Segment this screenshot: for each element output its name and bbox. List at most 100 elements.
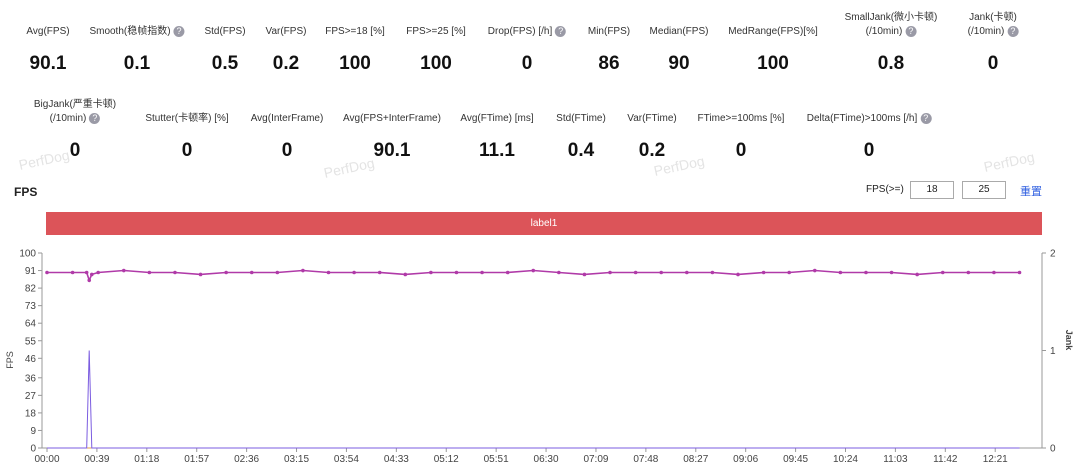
fps-point [966,270,971,275]
y-tick-label: 0 [30,444,36,455]
stat: Delta(FTime)>100ms [/h]? 0 [807,112,932,161]
fps-point [1017,270,1022,275]
stat-value: 0 [69,140,81,161]
fps-point [429,270,433,275]
stat-value: 100 [420,53,452,74]
stat-label: (/10min)? [34,112,116,126]
fps-point [198,272,203,277]
stat: Var(FPS) 0.2 [266,25,307,74]
stat-value: 0 [863,140,875,161]
x-tick-label: 05:12 [434,454,459,463]
fps-point [377,270,382,275]
stat: FTime>=100ms [%] 0 [697,112,785,161]
y-tick-label: 36 [25,373,37,384]
fps-point [864,270,868,275]
fps-point [121,268,126,273]
stat-label: SmallJank(微小卡顿) [844,12,938,23]
fps-point [685,270,689,275]
y-tick-label: 73 [25,301,37,312]
y-tick-label: 46 [25,354,37,365]
y2-tick-label: 2 [1050,249,1056,260]
stat: Stutter(卡顿率) [%] 0 [145,112,228,161]
stat-value: 0.1 [123,53,151,74]
help-icon: ? [173,25,185,37]
y-tick-label: 55 [25,336,37,347]
x-tick-label: 05:51 [484,454,509,463]
stat-label: (/10min)? [845,25,938,39]
fps-point [710,270,715,275]
fps-point [505,270,510,275]
fps-point [812,268,817,273]
stat-label: FPS>=18 [%] [325,26,385,37]
x-tick-label: 11:42 [933,454,958,463]
y2-tick-label: 0 [1050,444,1056,455]
stat: Median(FPS) 90 [649,25,709,74]
x-tick-label: 01:18 [134,454,159,463]
threshold-label: FPS(>=) [866,184,904,195]
y-tick-label: 64 [25,319,37,330]
fps-point [787,270,791,275]
stat: Drop(FPS) [/h]? 0 [488,25,567,74]
x-tick-label: 00:00 [34,454,59,463]
x-tick-label: 08:27 [683,454,708,463]
watermark: PerfDog [652,153,706,179]
stat-value: 0 [735,140,747,161]
fps-point [454,270,459,275]
x-tick-label: 07:48 [633,454,658,463]
fps-point [940,270,945,275]
stat: Avg(FPS+InterFrame) 90.1 [343,112,441,161]
x-tick-label: 11:03 [883,454,908,463]
y-tick-label: 27 [25,391,37,402]
fps-point [659,270,664,275]
stat-value: 11.1 [479,140,515,161]
stat-label: (/10min)? [968,25,1019,39]
fps-point [736,272,740,277]
x-tick-label: 12:21 [983,454,1008,463]
y-tick-label: 9 [30,426,36,437]
fps-point [582,272,587,277]
stat-label: Avg(InterFrame) [250,113,324,124]
reset-link[interactable]: 重置 [1020,186,1042,198]
stat-value: 0 [987,53,999,74]
stat-label: Var(FTime) [627,113,677,124]
fps-point [531,268,536,273]
x-tick-label: 07:09 [583,454,608,463]
watermark: PerfDog [982,149,1036,175]
y-tick-label: 18 [25,408,37,419]
help-icon: ? [89,112,101,124]
fps-point [557,270,561,275]
threshold-high-input[interactable]: 25 [962,181,1006,199]
stat-value: 0.4 [567,140,595,161]
fps-point [608,270,612,275]
stat: Std(FTime) 0.4 [556,112,606,161]
label-band: label1 [46,212,1042,235]
stat-value: 86 [598,53,620,74]
stat-label: Median(FPS) [649,26,709,37]
stat-value: 0.5 [211,53,239,74]
fps-point [275,270,280,275]
x-tick-label: 00:39 [84,454,109,463]
y-tick-label: 82 [25,284,37,295]
stat-value: 90.1 [29,53,67,74]
stat: Avg(FPS) 90.1 [26,25,69,74]
fps-point [761,270,766,275]
y2-tick-label: 1 [1050,346,1056,357]
stat: Avg(FTime) [ms] 11.1 [460,112,533,161]
stat-label: Std(FTime) [556,113,606,124]
y2-axis-label: Jank [1064,330,1074,352]
x-tick-label: 06:30 [534,454,559,463]
stat-value: 0 [181,140,193,161]
stat-label: MedRange(FPS)[%] [728,26,818,37]
stat: FPS>=18 [%] 100 [325,25,385,74]
stat-value: 0 [281,140,293,161]
fps-point [70,270,75,275]
threshold-low-input[interactable]: 18 [910,181,954,199]
stat: MedRange(FPS)[%] 100 [728,25,818,74]
stat-value: 0 [521,53,533,74]
stat-label: Min(FPS) [587,26,631,37]
stat-label: FTime>=100ms [%] [697,113,785,124]
x-tick-label: 02:36 [234,454,259,463]
series-line [47,350,1020,449]
